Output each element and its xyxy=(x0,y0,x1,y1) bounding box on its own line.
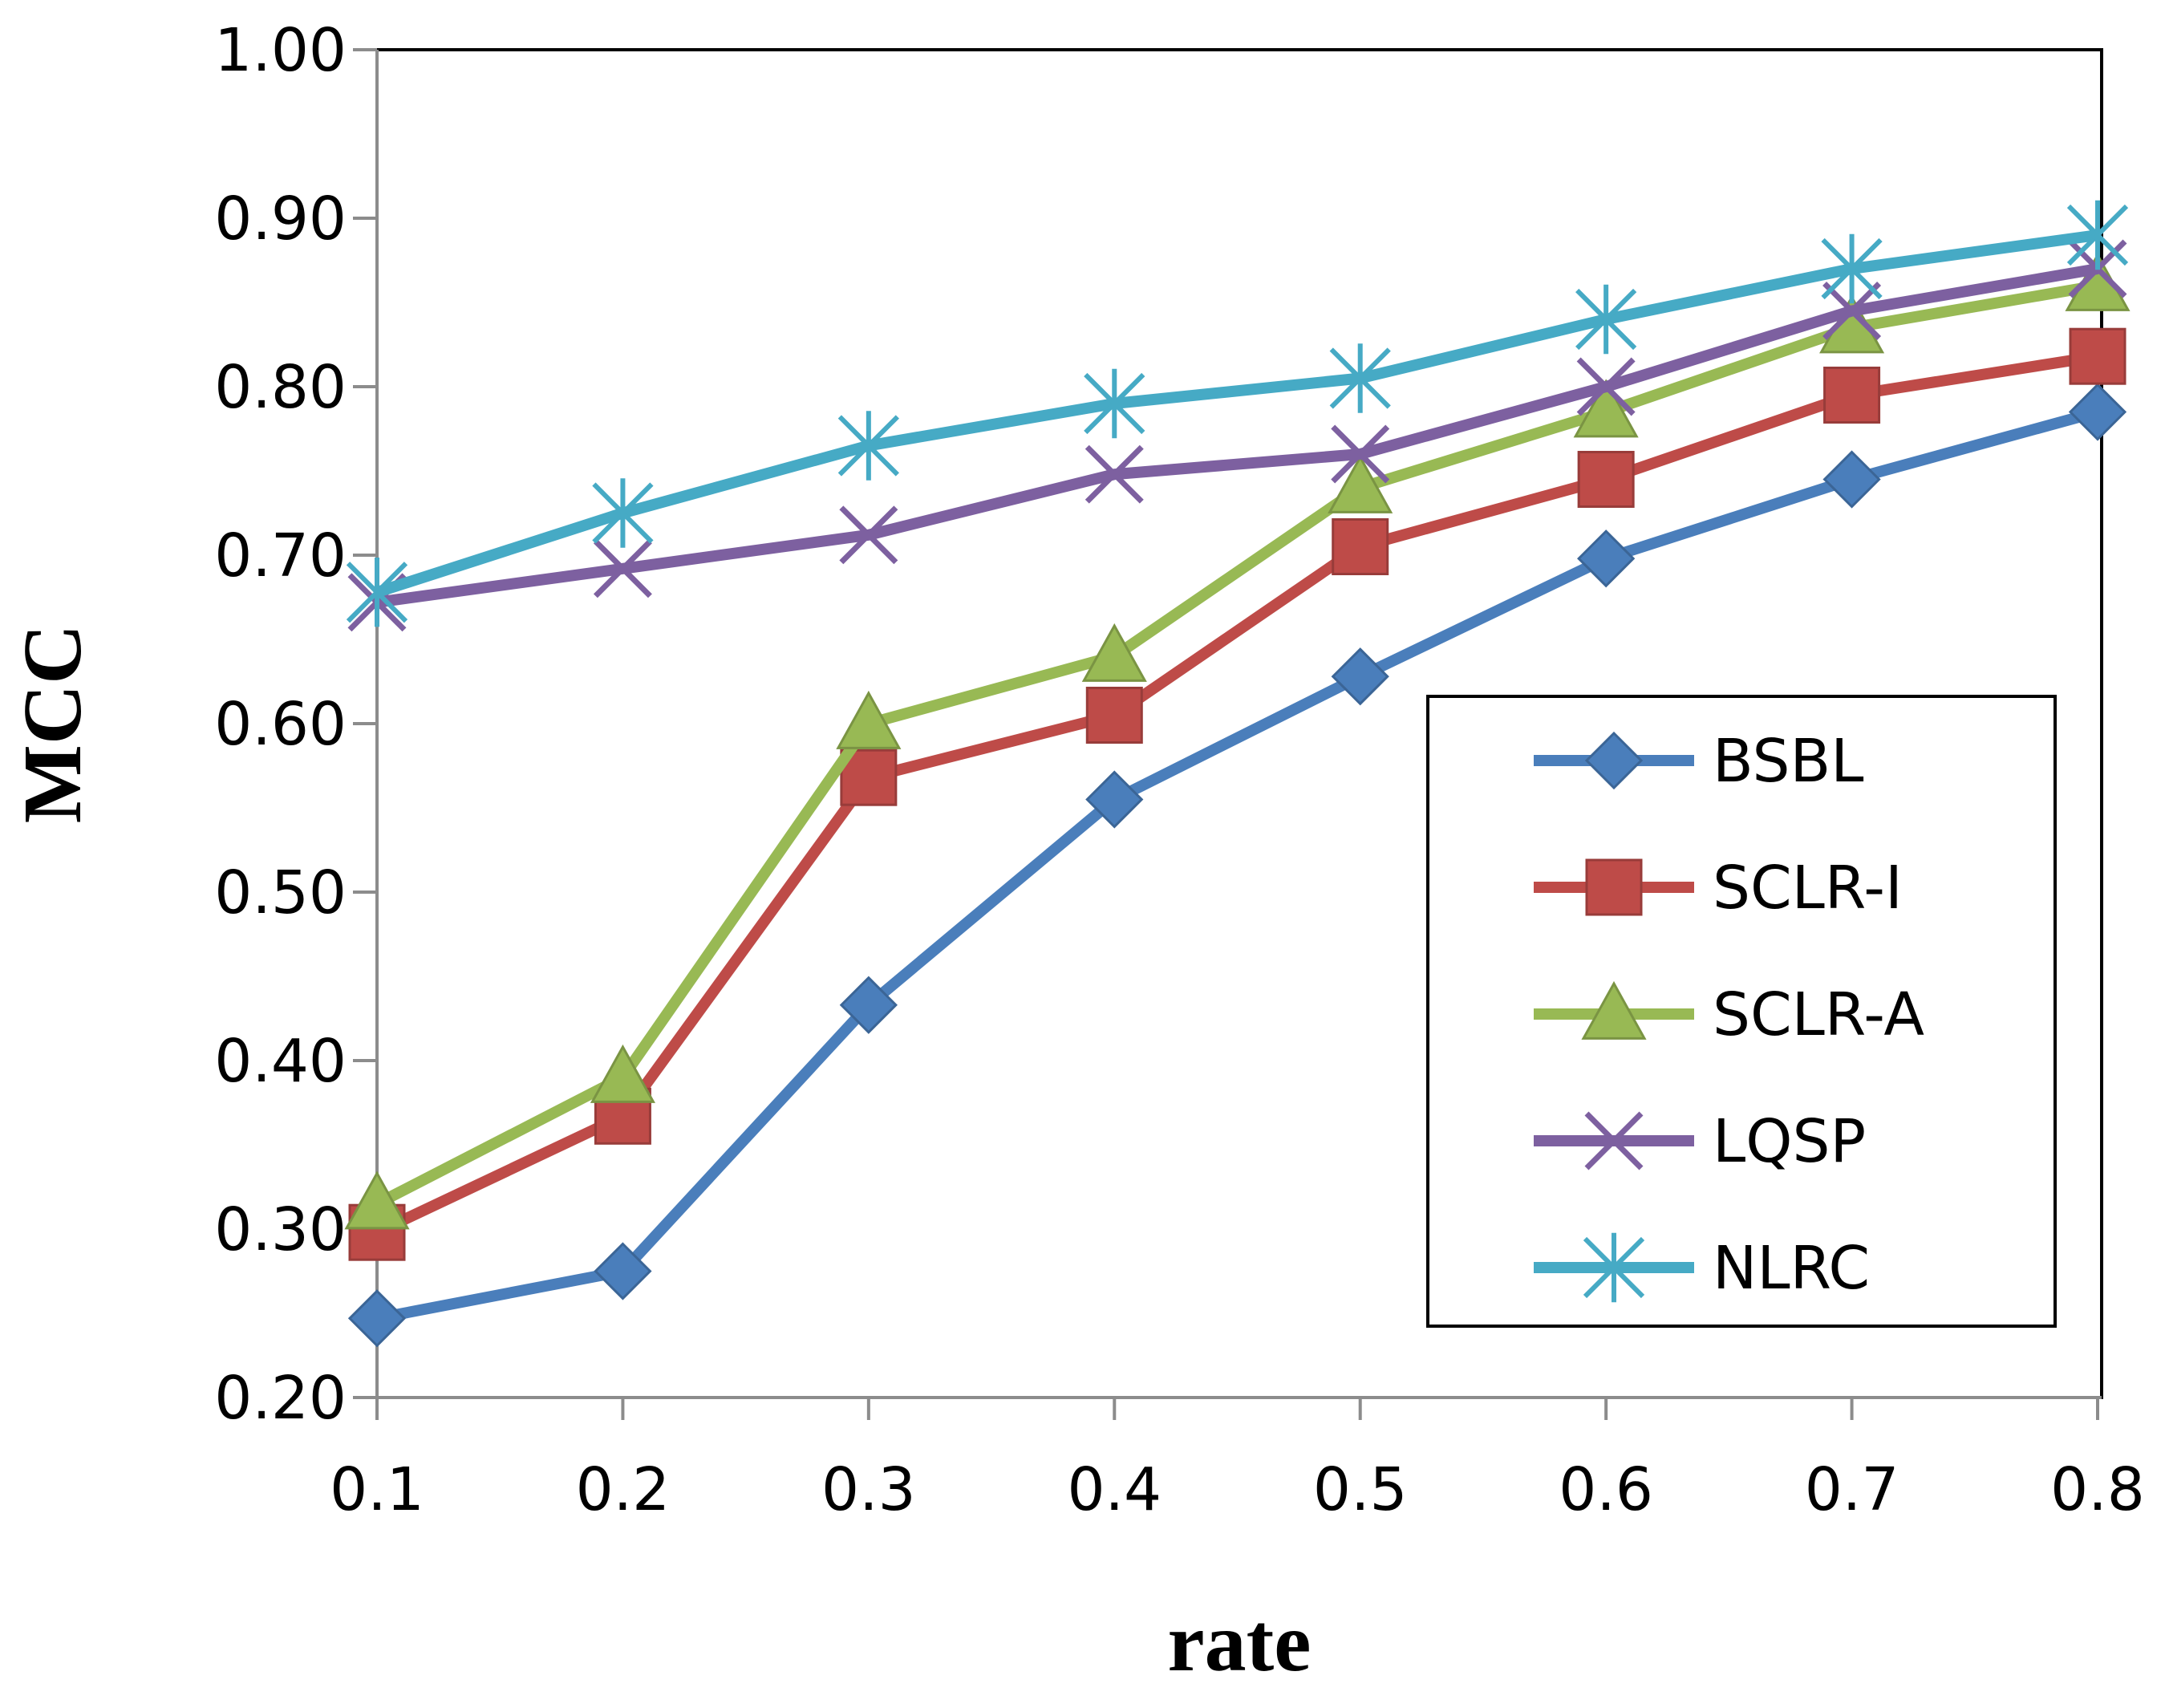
series-line xyxy=(375,229,2098,598)
x-tick-label: 0.4 xyxy=(1067,1455,1162,1524)
y-tick-label: 0.30 xyxy=(214,1195,347,1264)
data-point xyxy=(837,411,899,481)
legend-label: LQSP xyxy=(1713,1107,1866,1176)
data-point xyxy=(1576,357,1636,416)
legend-label: SCLR-I xyxy=(1713,854,1903,923)
data-point xyxy=(1577,529,1636,588)
legend-entry-sclr-a: SCLR-A xyxy=(1534,980,1924,1049)
y-tick-label: 0.20 xyxy=(214,1364,347,1433)
x-tick-label: 0.7 xyxy=(1805,1455,1899,1524)
y-tick-label: 0.90 xyxy=(214,185,347,254)
y-tick-label: 0.70 xyxy=(214,521,347,590)
data-point xyxy=(594,1242,652,1300)
data-point xyxy=(1085,444,1144,504)
y-axis-title: MCC xyxy=(6,624,99,823)
data-point xyxy=(590,1044,655,1103)
series-line xyxy=(376,263,2099,608)
legend-entry-bsbl: BSBL xyxy=(1534,727,1863,796)
data-point xyxy=(1823,367,1881,424)
legend-marker xyxy=(1585,858,1643,916)
series-line xyxy=(374,280,2099,1209)
x-axis-title: rate xyxy=(1168,1596,1312,1689)
data-point xyxy=(1329,343,1391,413)
legend-label: NLRC xyxy=(1713,1234,1870,1303)
data-point xyxy=(839,976,898,1034)
data-point xyxy=(592,478,654,548)
data-point xyxy=(836,690,902,749)
legend-marker xyxy=(1584,731,1644,790)
data-point xyxy=(1577,451,1635,508)
y-tick-label: 0.60 xyxy=(214,690,347,759)
data-point xyxy=(1081,623,1147,682)
data-point xyxy=(1575,284,1637,355)
data-point xyxy=(2066,200,2129,270)
legend: BSBL SCLR-I SCLR-A LQSP NLRC xyxy=(1426,695,2057,1328)
series-layer xyxy=(344,200,2131,1348)
data-point xyxy=(347,1289,407,1348)
x-tick-label: 0.6 xyxy=(1559,1455,1653,1524)
x-tick-label: 0.3 xyxy=(821,1455,916,1524)
data-point xyxy=(1085,687,1143,744)
data-point xyxy=(1084,368,1145,439)
data-point xyxy=(1822,450,1881,509)
y-tick-label: 0.40 xyxy=(214,1027,347,1096)
series-nlrc xyxy=(346,200,2129,627)
y-tick-label: 0.50 xyxy=(214,858,347,927)
data-point xyxy=(1331,424,1390,484)
x-tick-label: 0.8 xyxy=(2050,1455,2145,1524)
legend-entry-sclr-i: SCLR-I xyxy=(1534,854,1903,923)
legend-marker xyxy=(1583,1232,1645,1303)
legend-label: SCLR-A xyxy=(1713,980,1924,1049)
axes: 0.20 0.30 0.40 0.50 0.60 0.70 0.80 0.90 1.00 0.1 0… xyxy=(214,16,2145,1524)
data-point xyxy=(344,1170,410,1230)
series-line xyxy=(375,351,2099,1238)
data-point xyxy=(1331,647,1389,706)
data-point xyxy=(346,558,408,627)
legend-marker xyxy=(1584,1111,1644,1170)
legend-entry-nlrc: NLRC xyxy=(1534,1232,1870,1303)
y-tick-label: 0.80 xyxy=(214,353,347,422)
data-point xyxy=(839,505,898,565)
series-line xyxy=(375,406,2099,1325)
data-point xyxy=(1328,454,1393,513)
data-point xyxy=(1573,379,1639,438)
data-point xyxy=(1332,518,1389,575)
x-tick-label: 0.2 xyxy=(576,1455,671,1524)
data-point xyxy=(1822,282,1882,340)
data-point xyxy=(1085,770,1144,829)
legend-entry-lqsp: LQSP xyxy=(1534,1107,1866,1176)
data-point xyxy=(593,539,652,598)
x-tick-label: 0.5 xyxy=(1313,1455,1408,1524)
data-point xyxy=(2069,327,2126,385)
x-tick-label: 0.1 xyxy=(330,1455,424,1524)
legend-marker xyxy=(1581,980,1647,1040)
legend-label: BSBL xyxy=(1713,727,1863,796)
data-point xyxy=(1821,233,1883,304)
series-bsbl xyxy=(347,383,2127,1348)
data-point xyxy=(2068,383,2127,441)
legend-box xyxy=(1426,695,2057,1328)
y-tick-label: 1.00 xyxy=(214,16,347,85)
